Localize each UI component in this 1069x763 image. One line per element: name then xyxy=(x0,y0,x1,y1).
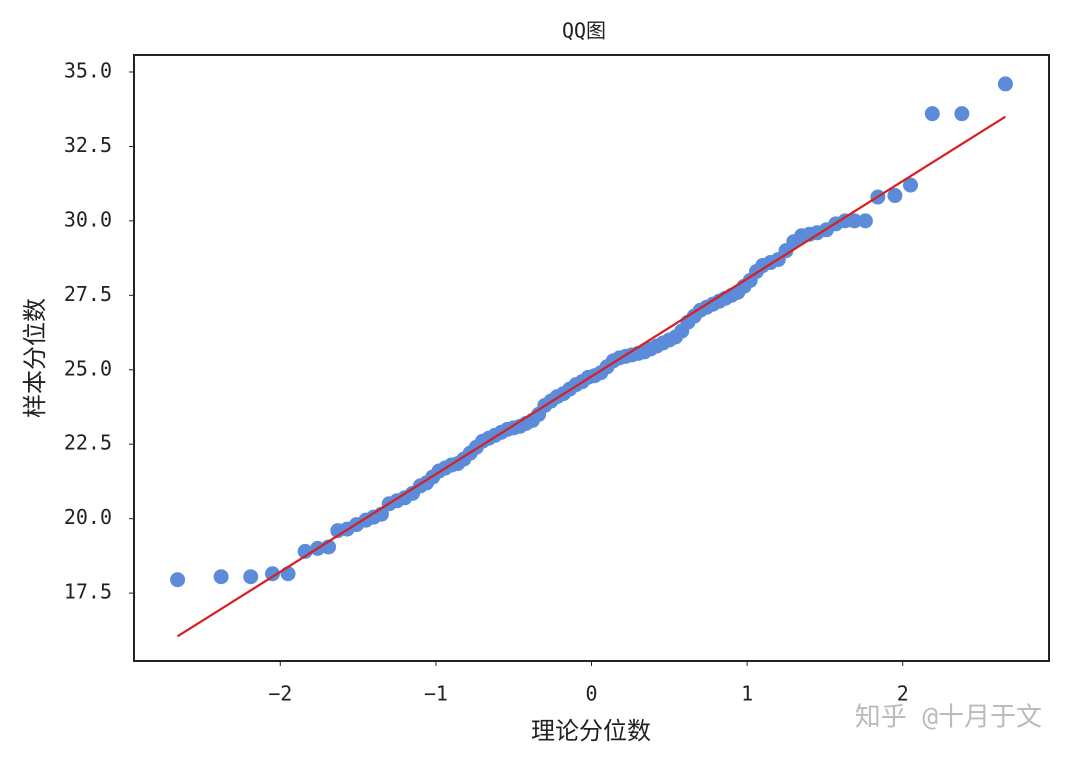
y-tick-label: 30.0 xyxy=(64,207,112,231)
point xyxy=(280,566,296,582)
point xyxy=(887,188,903,204)
y-tick-label: 20.0 xyxy=(64,505,112,529)
point xyxy=(954,106,970,122)
x-axis-label: 理论分位数 xyxy=(531,717,651,745)
y-tick-label: 27.5 xyxy=(64,282,112,306)
x-tick-label: 0 xyxy=(585,682,597,706)
y-tick-label: 22.5 xyxy=(64,431,112,455)
x-tick-label: −1 xyxy=(424,682,448,706)
chart-title: QQ图 xyxy=(562,19,606,43)
fit-line xyxy=(176,115,1007,638)
plot-frame xyxy=(133,54,1050,662)
x-tick-label: −2 xyxy=(268,682,292,706)
point xyxy=(170,572,186,588)
y-tick-label: 32.5 xyxy=(64,133,112,157)
point xyxy=(243,569,259,585)
watermark: 知乎 @十月于文 xyxy=(855,703,1042,733)
point xyxy=(213,569,229,585)
x-tick-label: 2 xyxy=(897,682,909,706)
point xyxy=(924,106,940,122)
point xyxy=(846,213,862,229)
point xyxy=(297,543,313,559)
y-tick-label: 25.0 xyxy=(64,356,112,380)
point xyxy=(903,177,919,193)
y-tick-label: 17.5 xyxy=(64,580,112,604)
point xyxy=(857,213,873,229)
x-tick-label: 1 xyxy=(741,682,753,706)
y-axis-label: 样本分位数 xyxy=(21,298,49,418)
point xyxy=(997,76,1013,92)
y-tick-label: 35.0 xyxy=(64,58,112,82)
point xyxy=(264,566,280,582)
